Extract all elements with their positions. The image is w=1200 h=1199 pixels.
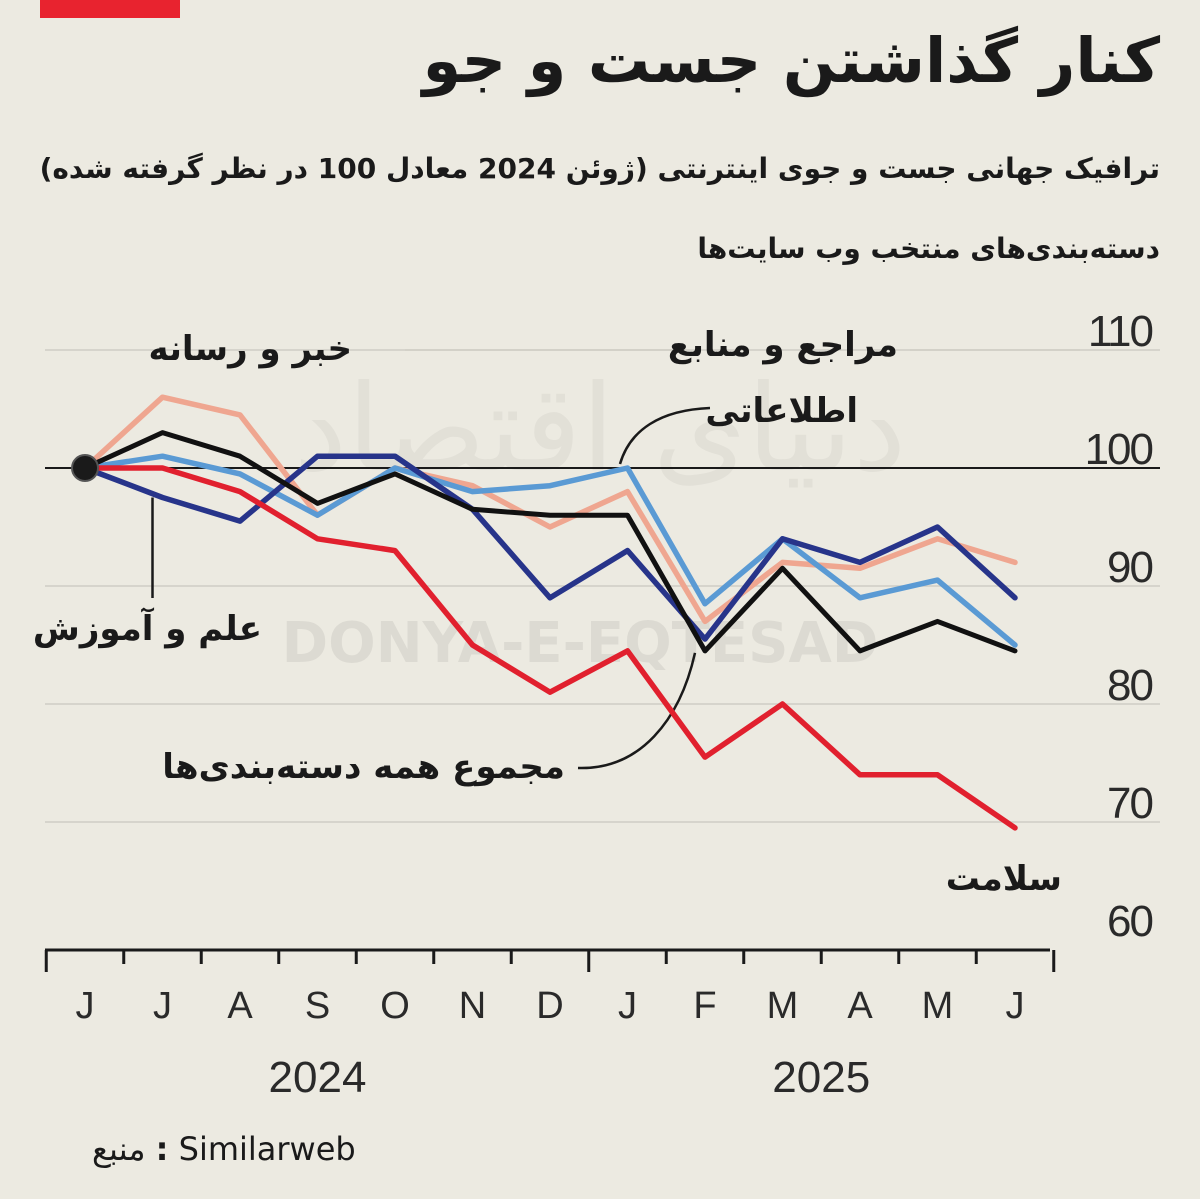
annotation-leaders <box>151 406 711 770</box>
y-tick-label: 90 <box>1107 543 1152 592</box>
x-tick-label: J <box>1006 985 1025 1027</box>
series-line <box>82 453 1018 648</box>
x-tick-label: J <box>76 985 95 1027</box>
chart-subtitle: ترافیک جهانی جست و جوی اینترنتی (ژوئن 20… <box>39 152 1160 185</box>
y-tick-label: 110 <box>1088 307 1153 356</box>
source-label: منبع <box>92 1130 146 1168</box>
source-separator: : <box>155 1130 169 1168</box>
x-tick-label: A <box>847 985 873 1027</box>
x-tick-label: J <box>618 985 637 1027</box>
x-tick-label: S <box>305 985 330 1027</box>
leader-total <box>577 652 697 770</box>
x-tick-label: M <box>922 985 954 1027</box>
annotation-label: اطلاعاتی <box>705 391 858 431</box>
series-lines <box>71 394 1018 831</box>
series-line <box>82 453 1018 642</box>
series-line <box>82 394 1018 625</box>
annotation-label: مراجع و منابع <box>668 325 898 365</box>
section-label: دسته‌بندی‌های منتخب وب سایت‌ها <box>697 232 1160 265</box>
annotation-label: سلامت <box>946 859 1062 899</box>
x-tick-label: F <box>693 985 716 1027</box>
x-tick-label: O <box>380 985 410 1027</box>
y-tick-label: 70 <box>1107 779 1152 828</box>
start-marker <box>71 454 99 482</box>
x-tick-label: M <box>767 985 799 1027</box>
y-tick-label: 80 <box>1107 661 1152 710</box>
source-value: Similarweb <box>178 1130 356 1168</box>
x-tick-label: D <box>536 985 563 1027</box>
y-axis-ticks: 60 70 80 90 100 110 <box>1085 307 1155 946</box>
x-tick-label: A <box>227 985 253 1027</box>
x-axis: J J A S O N D J F M A M J 2024 2025 <box>44 948 1056 1102</box>
y-tick-label: 100 <box>1085 425 1153 474</box>
x-tick-label: N <box>459 985 486 1027</box>
chart-title: کنار گذاشتن جست و جو <box>422 24 1161 97</box>
leader-reference <box>618 406 711 465</box>
annotation-label: علم و آموزش <box>33 607 262 649</box>
y-tick-label: 60 <box>1107 897 1152 946</box>
source-note: منبع : Similarweb <box>92 1130 356 1168</box>
year-label: 2024 <box>269 1053 367 1102</box>
series-line <box>82 465 1018 831</box>
year-label: 2025 <box>772 1053 870 1102</box>
watermark-latin: DONYA-E-EQTESAD <box>282 611 879 676</box>
annotation-label: مجموع همه دسته‌بندی‌ها <box>162 747 565 787</box>
annotation-label: خبر و رسانه <box>148 329 352 369</box>
x-tick-label: J <box>153 985 172 1027</box>
annotations: خبر و رسانه مراجع و منابع اطلاعاتی علم و آم… <box>33 325 1062 899</box>
series-line <box>82 430 1018 654</box>
accent-bar <box>40 0 180 18</box>
grid-lines <box>45 349 1160 823</box>
